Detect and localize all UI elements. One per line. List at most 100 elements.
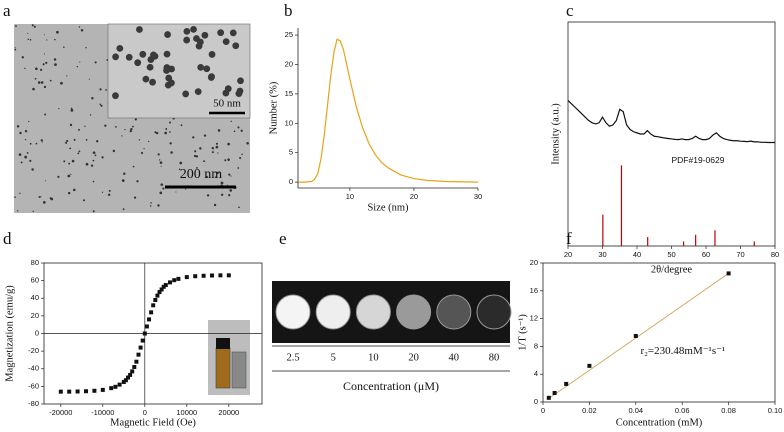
x-axis-label: 2θ/degree	[651, 264, 693, 275]
concentration-label: 40	[449, 352, 460, 363]
data-point	[117, 382, 122, 387]
data-point	[138, 345, 143, 350]
x-tick-label: 20000	[218, 408, 239, 417]
particle	[222, 89, 230, 97]
scale-label: 50 nm	[213, 98, 241, 110]
particle	[43, 53, 45, 55]
particle	[66, 139, 69, 143]
concentration-label: 5	[331, 352, 336, 363]
y-axis-label: Number (%)	[268, 81, 279, 134]
vial	[215, 347, 231, 389]
x-tick-label: 70	[736, 250, 744, 259]
data-point	[134, 359, 139, 364]
particle	[71, 159, 75, 163]
x-tick-label: 0.06	[675, 406, 690, 415]
particle	[236, 87, 244, 95]
vial-photo	[208, 320, 250, 395]
particle	[237, 167, 240, 169]
particle	[213, 203, 217, 207]
data-point	[155, 293, 160, 298]
panel-label: c	[566, 1, 574, 20]
particle	[199, 147, 202, 150]
particle	[185, 188, 187, 190]
particle	[94, 61, 97, 64]
particle	[85, 139, 88, 141]
particle	[149, 205, 152, 207]
particle	[33, 25, 36, 28]
particle	[70, 173, 72, 175]
phantom-well	[396, 294, 432, 330]
x-tick-label: 60	[702, 250, 710, 259]
particle	[165, 128, 168, 130]
particle	[65, 141, 68, 144]
particle	[54, 63, 57, 67]
particle	[24, 129, 28, 133]
particle	[54, 38, 56, 41]
particle	[14, 47, 16, 49]
vial-cap	[216, 338, 230, 349]
particle	[194, 150, 197, 153]
data-point	[587, 363, 592, 368]
y-tick-label: -60	[28, 381, 39, 390]
particle	[159, 159, 161, 161]
panel-label: d	[3, 229, 12, 248]
data-point	[546, 395, 551, 400]
particle	[80, 29, 84, 32]
y-tick-label: -40	[28, 364, 39, 373]
particle	[14, 196, 16, 198]
particle	[29, 38, 32, 41]
particle	[183, 27, 191, 35]
particle	[134, 118, 137, 121]
particle	[40, 68, 43, 71]
particle	[14, 48, 17, 51]
x-tick-label: 10000	[176, 408, 197, 417]
particle	[35, 142, 38, 145]
particle	[150, 52, 158, 60]
y-tick-label: 25	[285, 30, 293, 39]
data-point	[123, 378, 128, 383]
particle	[217, 152, 219, 154]
particle	[165, 74, 173, 82]
data-point	[144, 324, 149, 329]
x-tick-label: 0.02	[582, 406, 597, 415]
particle	[143, 147, 145, 150]
particle	[43, 34, 45, 36]
particle	[170, 151, 173, 154]
particle	[31, 168, 34, 171]
particle	[237, 126, 240, 129]
data-point	[633, 333, 638, 338]
x-tick-label: 0.08	[721, 406, 736, 415]
particle	[116, 44, 124, 52]
legend-label: PDF#19-0629	[672, 155, 725, 165]
particle	[53, 58, 57, 61]
particle	[203, 65, 211, 73]
particle	[17, 210, 19, 212]
particle	[129, 129, 132, 133]
particle	[32, 87, 35, 91]
particle	[104, 124, 107, 127]
particle	[149, 78, 156, 86]
tem-image: 50 nm 200 nm	[14, 23, 251, 213]
mri-phantom: Concentration (μM)	[272, 281, 510, 393]
data-point	[126, 375, 131, 380]
panel-label: f	[566, 229, 572, 248]
particle	[190, 26, 197, 33]
particle	[150, 202, 152, 204]
panel-label: b	[284, 1, 293, 20]
particle	[92, 210, 95, 213]
phantom-well	[355, 294, 391, 330]
data-point	[157, 290, 162, 295]
particle	[164, 131, 167, 135]
particle	[132, 165, 135, 168]
particle	[122, 208, 125, 211]
particle	[160, 165, 162, 167]
particle	[121, 179, 125, 183]
particle	[58, 107, 60, 110]
particle	[132, 125, 134, 128]
data-point	[564, 381, 569, 386]
particle	[159, 161, 163, 164]
data-point	[130, 369, 135, 374]
particle	[134, 59, 142, 67]
particle	[215, 145, 219, 149]
data-point	[100, 387, 105, 392]
